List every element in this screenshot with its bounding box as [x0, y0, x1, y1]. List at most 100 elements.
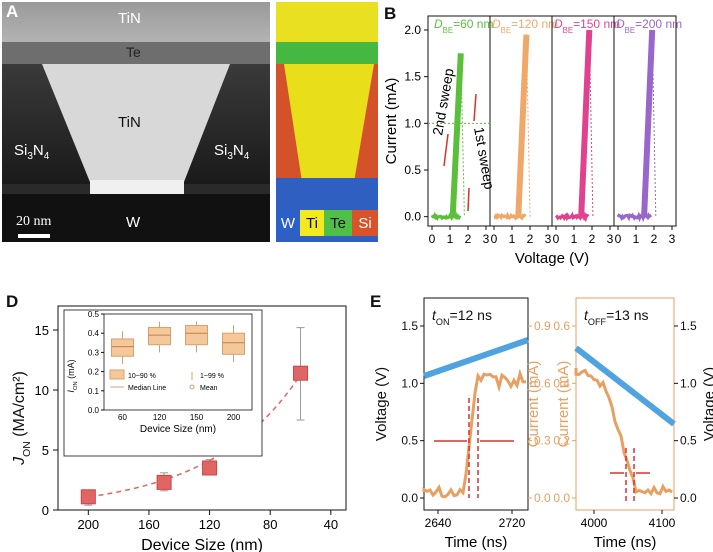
b-curve-on — [518, 35, 526, 217]
e-left-ytick-label: 0.0 — [553, 491, 570, 505]
scale-bar-label: 20 nm — [16, 214, 51, 230]
d-inset-xtick-label: 200 — [227, 413, 241, 422]
d-xtick-label: 80 — [263, 517, 277, 532]
b-xtick-label: 3 — [483, 232, 490, 246]
b-curve-return — [589, 30, 593, 217]
d-inset-xtick-label: 150 — [190, 413, 204, 422]
e-right-ytick-label: 1.5 — [680, 319, 697, 333]
e-xtick-label: 2720 — [499, 516, 526, 530]
d-point — [157, 475, 171, 489]
d-inset-legend-box — [110, 370, 124, 379]
d-inset-box — [112, 339, 134, 356]
d-xtick-label: 40 — [324, 517, 338, 532]
e-xlabel: Time (ns) — [594, 534, 657, 551]
e-left-ytick-label: 0.4 — [553, 376, 570, 390]
e-xtick-label: 4000 — [581, 516, 608, 530]
d-inset-ytick-label: 0.3 — [88, 348, 100, 357]
b-curve-on — [581, 30, 589, 217]
e-left-ytick-label: 1.5 — [401, 319, 418, 333]
d-inset-legend-label: Mean — [200, 385, 218, 392]
e-subplot-frame — [576, 298, 674, 510]
b-xtick-label: 1 — [633, 232, 640, 246]
e-annotation: tON=12 ns — [432, 307, 492, 327]
b-annotation-2nd-sweep: 2nd sweep — [429, 67, 457, 137]
b-curve-on — [644, 30, 652, 217]
label-si3n4-left: Si3N4 — [14, 142, 49, 162]
d-ytick-label: 15 — [35, 323, 49, 338]
d-point — [81, 490, 95, 504]
chart-e: 0.00.51.01.50.00.30.60.92640 2720Time (ns… — [364, 290, 713, 552]
d-inset-legend-label: Median Line — [128, 385, 166, 392]
b-arrow-1st-low — [468, 188, 469, 211]
d-inset-ytick-label: 0.2 — [88, 368, 100, 377]
b-subplot-label: DBE=200 nm — [616, 17, 682, 35]
e-left-ylabel: Voltage (V) — [373, 367, 390, 441]
d-ylabel: JON (MA/cm²) — [11, 371, 33, 466]
d-inset-ytick-label: 0.5 — [88, 310, 100, 319]
scale-bar — [18, 234, 50, 238]
eds-legend-w: W — [276, 210, 300, 236]
tem-image: TiN Te TiN Si3N4 Si3N4 W 20 nm — [2, 2, 270, 242]
label-te: Te — [126, 44, 141, 60]
b-xtick-label: 3 — [607, 232, 614, 246]
b-curve-return — [461, 53, 465, 216]
b-xtick-label: 3 — [545, 232, 552, 246]
e-left-ytick-label: 0.6 — [553, 319, 570, 333]
b-xtick-label: 0 — [491, 232, 498, 246]
label-si3n4-right: Si3N4 — [214, 142, 249, 162]
b-xtick-label: 0 — [615, 232, 622, 246]
e-xlabel: Time (ns) — [445, 534, 508, 551]
d-inset-box — [186, 326, 208, 345]
b-subplot-label: DBE=60 nm — [434, 17, 493, 35]
e-xtick-label: 2640 — [425, 516, 452, 530]
b-xtick-label: 1 — [571, 232, 578, 246]
b-subplot-label: DBE=120 nm — [492, 17, 558, 35]
e-xtick-label: 4100 — [649, 516, 676, 530]
b-xtick-label: 3 — [669, 232, 676, 246]
label-tin-mid: TiN — [118, 114, 141, 131]
eds-map-drawing — [276, 2, 378, 242]
e-left-ytick-label: 0.2 — [553, 434, 570, 448]
d-point — [294, 366, 308, 380]
e-current-trace — [424, 374, 526, 497]
b-xtick-label: 1 — [447, 232, 454, 246]
e-right-ytick-label: 0.5 — [680, 434, 697, 448]
d-xtick-label: 160 — [138, 517, 160, 532]
e-right-ytick-label: 0.0 — [680, 491, 697, 505]
b-xtick-label: 1 — [509, 232, 516, 246]
b-ytick-label: 0.5 — [404, 163, 421, 177]
b-ytick-label: 1.0 — [404, 116, 421, 130]
b-xtick-label: 0 — [553, 232, 560, 246]
e-left-ytick-label: 1.0 — [401, 376, 418, 390]
b-arrow-1st-up — [474, 94, 476, 121]
d-inset-ytick-label: 0.0 — [88, 406, 100, 415]
e-right-ytick-label: 1.0 — [680, 376, 697, 390]
e-right-ylabel: Voltage (V) — [701, 367, 713, 441]
d-xtick-label: 120 — [199, 517, 221, 532]
d-ytick-label: 10 — [35, 383, 49, 398]
b-ylabel: Current (mA) — [383, 78, 400, 165]
eds-legend-si: Si — [352, 210, 378, 236]
d-inset-xlabel: Device Size (nm) — [140, 424, 216, 435]
b-xtick-label: 2 — [651, 232, 658, 246]
d-inset-ytick-label: 0.1 — [88, 387, 100, 396]
eds-legend-te: Te — [324, 210, 352, 236]
label-w: W — [126, 214, 140, 231]
e-right-ytick-label: 0.0 — [534, 491, 551, 505]
b-ytick-label: 1.5 — [404, 70, 421, 84]
eds-legend: W Ti Te Si — [276, 210, 378, 236]
d-ytick-label: 5 — [42, 443, 49, 458]
d-inset-box — [149, 327, 171, 344]
chart-d: 200 160 120 80 40051015Device Size (nm)JON (… — [0, 290, 362, 552]
b-xtick-label: 2 — [589, 232, 596, 246]
d-inset-legend-label: 1~99 % — [200, 373, 224, 380]
b-ytick-label: 0.0 — [404, 210, 421, 224]
e-left-ytick-label: 0.5 — [401, 434, 418, 448]
b-arrow-2nd — [444, 134, 448, 166]
chart-b: 0.00.51.01.52.0Current (mA)0 1 2 3DBE=60 nm… — [382, 6, 713, 268]
d-inset-box — [223, 333, 245, 354]
b-xtick-label: 2 — [527, 232, 534, 246]
panel-letter-a: A — [6, 2, 18, 22]
e-subplot-frame — [424, 298, 528, 510]
d-inset-xtick-label: 60 — [118, 413, 127, 422]
